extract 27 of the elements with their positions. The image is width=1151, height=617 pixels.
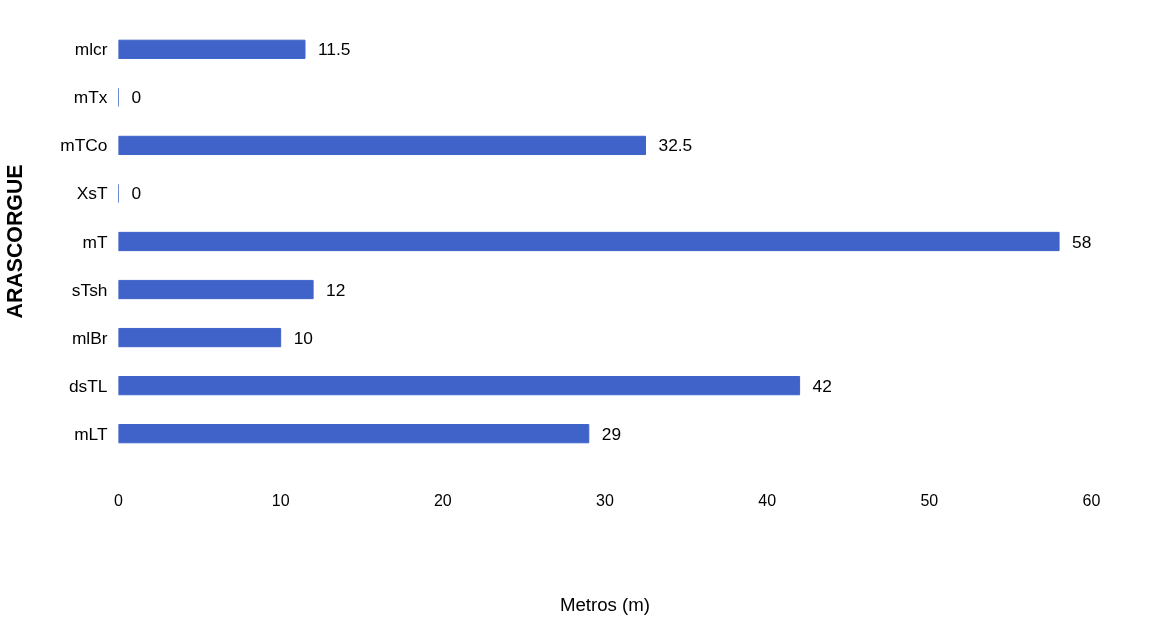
y-tick-label: mlBr <box>71 327 108 348</box>
y-tick-label: dsTL <box>68 375 108 396</box>
data-label: 32.5 <box>658 135 693 156</box>
y-tick-label: mTx <box>73 87 108 108</box>
x-tick-label: 60 <box>1082 491 1101 509</box>
x-tick-label: 10 <box>271 491 290 509</box>
x-tick-label: 30 <box>596 491 614 509</box>
y-tick-label: mlcr <box>74 39 108 60</box>
x-tick-label: 20 <box>433 491 452 509</box>
y-axis-title: ARASCORGUE <box>3 164 28 319</box>
data-label: 58 <box>1072 231 1092 252</box>
y-tick-label: mT <box>82 231 108 252</box>
y-tick-label: mLT <box>74 423 108 444</box>
data-label: 10 <box>293 327 313 348</box>
data-label: 11.5 <box>317 39 351 60</box>
data-label: 0 <box>131 183 142 204</box>
data-label: 29 <box>601 423 622 444</box>
x-tick-label: 0 <box>114 491 124 509</box>
y-tick-label: mTCo <box>60 135 108 156</box>
x-tick-label: 40 <box>758 491 777 509</box>
x-axis-title: Metros (m) <box>559 593 651 615</box>
data-label: 12 <box>326 279 346 300</box>
y-tick-label: XsT <box>76 183 108 204</box>
y-tick-label: sTsh <box>71 279 108 300</box>
x-tick-label: 50 <box>920 491 939 509</box>
data-label: 0 <box>131 87 142 108</box>
data-label: 42 <box>812 375 832 396</box>
